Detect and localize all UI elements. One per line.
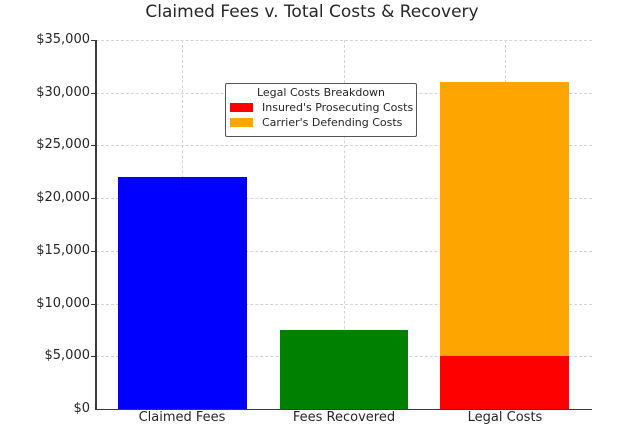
legend-entry: Insured's Prosecuting Costs — [226, 101, 416, 114]
legend-label: Insured's Prosecuting Costs — [262, 101, 414, 114]
chart-title: Claimed Fees v. Total Costs & Recovery — [145, 2, 479, 22]
y-tick-mark — [91, 356, 96, 357]
y-tick-mark — [91, 198, 96, 199]
legend-title: Legal Costs Breakdown — [256, 86, 386, 99]
y-tick-mark — [91, 40, 96, 41]
y-tick-label: $10,000 — [36, 296, 90, 311]
x-tick-label: Claimed Fees — [138, 410, 226, 425]
legend-entry: Carrier's Defending Costs — [226, 116, 416, 129]
plot-area — [96, 40, 592, 409]
legend-swatch-orange — [230, 118, 253, 127]
bar-fees-recovered — [280, 330, 408, 409]
gridline — [344, 40, 345, 409]
y-tick-label: $30,000 — [36, 85, 90, 100]
bar-legal-costs-carrier-defending — [440, 82, 569, 356]
y-tick-mark — [91, 251, 96, 252]
y-tick-label: $35,000 — [36, 32, 90, 47]
legend-swatch-red — [230, 103, 253, 112]
x-tick-label: Fees Recovered — [292, 410, 396, 425]
x-axis — [95, 408, 592, 410]
bar-claimed-fees — [118, 177, 247, 409]
y-tick-mark — [91, 145, 96, 146]
y-tick-label: $15,000 — [36, 243, 90, 258]
y-tick-label: $0 — [73, 401, 90, 416]
y-tick-label: $20,000 — [36, 190, 90, 205]
legend-label: Carrier's Defending Costs — [262, 116, 403, 129]
y-tick-mark — [91, 304, 96, 305]
y-tick-label: $25,000 — [36, 137, 90, 152]
y-axis — [95, 40, 97, 410]
y-tick-label: $5,000 — [44, 348, 91, 363]
x-tick-label: Legal Costs — [467, 410, 543, 425]
bar-legal-costs-insured-prosecuting — [440, 356, 569, 409]
y-tick-mark — [91, 93, 96, 94]
legend: Legal Costs Breakdown Insured's Prosecut… — [225, 83, 417, 137]
